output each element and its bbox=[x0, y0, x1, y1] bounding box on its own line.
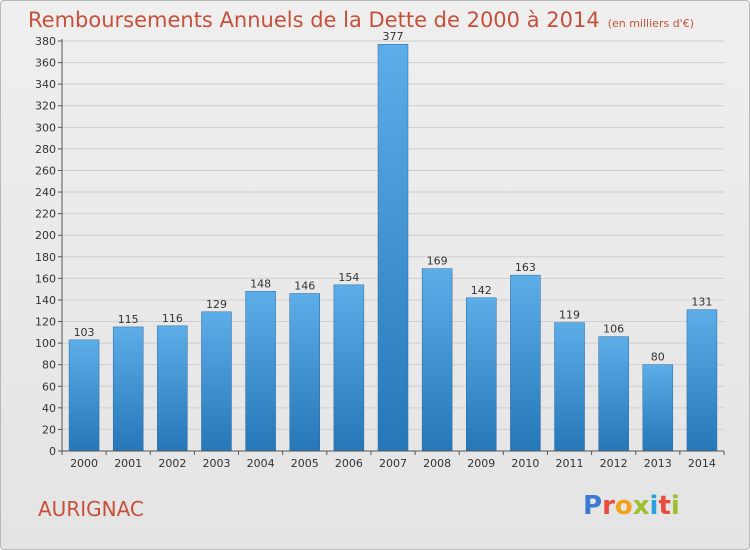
x-tick-label: 2006 bbox=[335, 457, 363, 470]
bar-value-label: 169 bbox=[427, 255, 448, 268]
x-tick-label: 2003 bbox=[202, 457, 230, 470]
x-tick-label: 2013 bbox=[644, 457, 672, 470]
bar-2001 bbox=[112, 326, 144, 452]
bar-value-label: 129 bbox=[206, 298, 227, 311]
title-text: Remboursements Annuels de la Dette de 20… bbox=[28, 8, 600, 32]
y-tick-label: 340 bbox=[35, 78, 56, 91]
bar-2000 bbox=[68, 339, 100, 452]
bar-value-label: 116 bbox=[162, 312, 183, 325]
bar-2005 bbox=[289, 293, 320, 452]
bar-value-label: 163 bbox=[515, 261, 536, 274]
x-tick-label: 2002 bbox=[158, 457, 186, 470]
y-axis-ticks: 0 20 40 60 80 100 120 140 160 180 200 220 240 260 280 3… bbox=[35, 35, 62, 458]
y-tick-label: 100 bbox=[35, 337, 56, 350]
bar-2003 bbox=[201, 311, 232, 452]
logo-letter: r bbox=[602, 491, 615, 521]
y-tick-label: 300 bbox=[35, 121, 56, 134]
y-tick-label: 40 bbox=[42, 402, 56, 415]
bar-2013 bbox=[642, 364, 674, 452]
bar-value-label: 115 bbox=[118, 313, 139, 326]
y-tick-label: 0 bbox=[49, 445, 56, 458]
x-tick-label: 2012 bbox=[600, 457, 628, 470]
chart-title: Remboursements Annuels de la Dette de 20… bbox=[28, 8, 694, 32]
bar-2009 bbox=[466, 297, 497, 452]
x-tick-label: 2005 bbox=[291, 457, 319, 470]
x-tick-label: 2000 bbox=[70, 457, 98, 470]
bar-value-label: 119 bbox=[559, 309, 580, 322]
bar-value-label: 146 bbox=[294, 279, 315, 292]
bar-value-label: 103 bbox=[74, 326, 95, 339]
y-tick-label: 140 bbox=[35, 294, 56, 307]
bar-2011 bbox=[554, 322, 585, 452]
x-tick-label: 2008 bbox=[423, 457, 451, 470]
logo-letter: i bbox=[670, 491, 680, 521]
y-tick-label: 120 bbox=[35, 316, 56, 329]
logo-letter: i bbox=[649, 491, 659, 521]
y-tick-label: 200 bbox=[35, 229, 56, 242]
x-tick-label: 2001 bbox=[114, 457, 142, 470]
y-tick-label: 280 bbox=[35, 143, 56, 156]
bar-2006 bbox=[333, 284, 365, 452]
y-tick-label: 80 bbox=[42, 359, 56, 372]
bar-value-label: 80 bbox=[651, 351, 665, 364]
y-tick-label: 60 bbox=[42, 380, 56, 393]
y-tick-label: 260 bbox=[35, 164, 56, 177]
proxiti-logo: Proxiti bbox=[583, 491, 680, 521]
bar-2012 bbox=[598, 336, 629, 452]
logo-letter: x bbox=[632, 491, 650, 521]
bar-2002 bbox=[157, 325, 188, 452]
y-tick-label: 180 bbox=[35, 251, 56, 264]
x-tick-label: 2014 bbox=[688, 457, 716, 470]
bar-2004 bbox=[245, 291, 276, 452]
bar-value-label: 154 bbox=[338, 271, 359, 284]
axes bbox=[61, 39, 724, 452]
logo-letter: P bbox=[583, 491, 603, 521]
y-tick-label: 320 bbox=[35, 100, 56, 113]
x-axis-ticks: 2000 2001 2002 2003 2004 2005 2006 2007 2008 2009… bbox=[61, 451, 725, 470]
bar-value-label: 377 bbox=[383, 30, 404, 43]
x-tick-label: 2004 bbox=[247, 457, 275, 470]
x-tick-label: 2007 bbox=[379, 457, 407, 470]
x-tick-label: 2009 bbox=[467, 457, 495, 470]
y-tick-label: 240 bbox=[35, 186, 56, 199]
y-tick-label: 160 bbox=[35, 272, 56, 285]
bar-value-label: 131 bbox=[691, 296, 712, 309]
logo-letter: t bbox=[658, 491, 671, 521]
logo-letter: o bbox=[614, 491, 633, 521]
bar-2008 bbox=[421, 268, 453, 452]
bar-2014 bbox=[686, 309, 718, 452]
y-tick-label: 220 bbox=[35, 208, 56, 221]
bar-value-label: 142 bbox=[471, 284, 492, 297]
y-tick-label: 360 bbox=[35, 57, 56, 70]
bar-chart: 0 20 40 60 80 100 120 140 160 180 200 220 240 260 280 3… bbox=[35, 30, 725, 470]
bars: 103 115 116 129 148 146 154 377 169 142 163 119 106 8… bbox=[68, 30, 718, 452]
x-tick-label: 2010 bbox=[511, 457, 539, 470]
chart-subtitle: (en milliers d'€) bbox=[607, 17, 694, 30]
bar-2007 bbox=[377, 43, 409, 452]
y-tick-label: 20 bbox=[42, 423, 56, 436]
y-tick-label: 380 bbox=[35, 35, 56, 48]
x-tick-label: 2011 bbox=[556, 457, 584, 470]
commune-name: AURIGNAC bbox=[38, 497, 144, 521]
bar-2010 bbox=[510, 274, 541, 452]
bar-value-label: 106 bbox=[603, 323, 624, 336]
bar-value-label: 148 bbox=[250, 277, 271, 290]
